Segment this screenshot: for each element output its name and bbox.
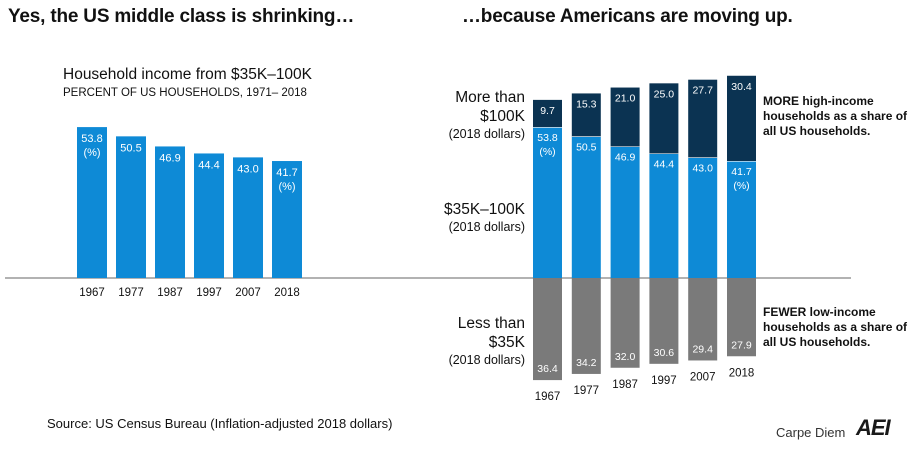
- stacked-bar-low-segment: [571, 278, 601, 374]
- left-bar-unit-label: (%): [83, 147, 100, 159]
- stacked-bar-middle-segment: [571, 136, 601, 278]
- stacked-bar-middle-segment: [610, 146, 640, 278]
- stacked-bar-middle-segment: [727, 161, 756, 278]
- left-bar: [155, 146, 185, 278]
- right-x-tick-label: 2018: [729, 367, 755, 379]
- stacked-bar-high-segment: [571, 93, 601, 137]
- left-bar-value-label: 41.7: [276, 167, 297, 179]
- stacked-bar-middle-segment: [533, 127, 562, 278]
- high-segment-value-label: 15.3: [576, 98, 597, 110]
- low-segment-value-label: 34.2: [576, 357, 597, 369]
- middle-segment-value-label: 43.0: [692, 162, 713, 174]
- stacked-bar-high-segment: [610, 87, 640, 147]
- left-bar: [116, 136, 146, 278]
- stacked-bar-low-segment: [610, 278, 640, 368]
- high-segment-value-label: 25.0: [654, 88, 675, 100]
- carpe-diem-label: Carpe Diem: [776, 425, 846, 440]
- right-x-tick-label: 2007: [690, 371, 716, 383]
- stacked-bar-high-segment: [649, 83, 679, 154]
- left-x-tick-label: 1977: [118, 287, 144, 299]
- stacked-bar-high-segment: [533, 99, 562, 128]
- low-segment-value-label: 36.4: [537, 363, 558, 375]
- left-x-tick-label: 2018: [274, 287, 300, 299]
- middle-segment-value-label: 46.9: [615, 151, 636, 163]
- stacked-bar-middle-segment: [688, 157, 718, 278]
- middle-segment-unit-label: (%): [733, 180, 749, 192]
- left-bar-value-label: 46.9: [159, 152, 180, 164]
- left-x-tick-label: 2007: [235, 287, 261, 299]
- label-high-sub: (2018 dollars): [448, 127, 525, 141]
- stacked-bar-low-segment: [727, 278, 756, 357]
- stacked-bar-low-segment: [688, 278, 718, 361]
- stacked-bar-high-segment: [727, 75, 756, 162]
- low-segment-value-label: 27.9: [731, 339, 752, 351]
- label-low-line2: $35K: [488, 334, 525, 351]
- right-x-tick-label: 1977: [574, 385, 600, 397]
- left-bar-value-label: 50.5: [120, 142, 141, 154]
- label-low-sub: (2018 dollars): [448, 353, 525, 367]
- high-segment-value-label: 27.7: [692, 85, 713, 97]
- left-chart-title: Household income from $35K–100K: [63, 66, 313, 83]
- label-high-line1: More than: [455, 89, 525, 106]
- stacked-bar-middle-segment: [649, 153, 679, 278]
- left-bar: [272, 161, 302, 278]
- right-x-tick-label: 1987: [612, 379, 638, 391]
- label-low-income: Less than $35K (2018 dollars): [395, 314, 525, 368]
- label-high-income: More than $100K (2018 dollars): [395, 88, 525, 142]
- left-bar: [77, 127, 107, 278]
- right-x-tick-label: 1967: [535, 391, 561, 403]
- label-middle-line1: $35K–100K: [443, 201, 525, 218]
- left-bar-value-label: 43.0: [237, 163, 258, 175]
- middle-segment-value-label: 53.8: [537, 132, 558, 144]
- low-segment-value-label: 29.4: [692, 343, 713, 355]
- middle-segment-value-label: 41.7: [731, 166, 752, 178]
- label-low-line1: Less than: [457, 315, 525, 332]
- left-x-tick-label: 1967: [79, 287, 105, 299]
- headline-right: …because Americans are moving up.: [462, 6, 793, 27]
- left-bar-value-label: 44.4: [198, 159, 219, 171]
- stacked-bar-low-segment: [649, 278, 679, 364]
- note-fewer-low-income: FEWER low-income households as a share o…: [763, 305, 908, 349]
- left-bar-value-label: 53.8: [81, 133, 102, 145]
- left-chart-subtitle: PERCENT OF US HOUSEHOLDS, 1971– 2018: [63, 87, 307, 99]
- high-segment-value-label: 30.4: [731, 81, 752, 93]
- high-segment-value-label: 9.7: [540, 105, 555, 117]
- high-segment-value-label: 21.0: [615, 93, 636, 105]
- label-middle-income: $35K–100K (2018 dollars): [395, 200, 525, 235]
- middle-segment-value-label: 50.5: [576, 141, 597, 153]
- aei-logo: AEI: [856, 415, 891, 440]
- left-bar-unit-label: (%): [278, 181, 295, 193]
- middle-segment-unit-label: (%): [539, 146, 555, 158]
- note-more-high-income: MORE high-income households as a share o…: [763, 94, 908, 138]
- stacked-bar-low-segment: [533, 278, 562, 381]
- left-x-tick-label: 1997: [196, 287, 222, 299]
- middle-segment-value-label: 44.4: [654, 158, 675, 170]
- label-middle-sub: (2018 dollars): [448, 220, 525, 234]
- headline-left: Yes, the US middle class is shrinking…: [8, 6, 355, 27]
- source-note: Source: US Census Bureau (Inflation-adju…: [47, 416, 393, 431]
- low-segment-value-label: 30.6: [654, 347, 675, 359]
- low-segment-value-label: 32.0: [615, 351, 636, 363]
- right-x-tick-label: 1997: [651, 375, 677, 387]
- label-high-line2: $100K: [480, 108, 525, 125]
- left-bar: [233, 157, 263, 278]
- left-bar: [194, 153, 224, 278]
- left-x-tick-label: 1987: [157, 287, 183, 299]
- stacked-bar-high-segment: [688, 79, 718, 158]
